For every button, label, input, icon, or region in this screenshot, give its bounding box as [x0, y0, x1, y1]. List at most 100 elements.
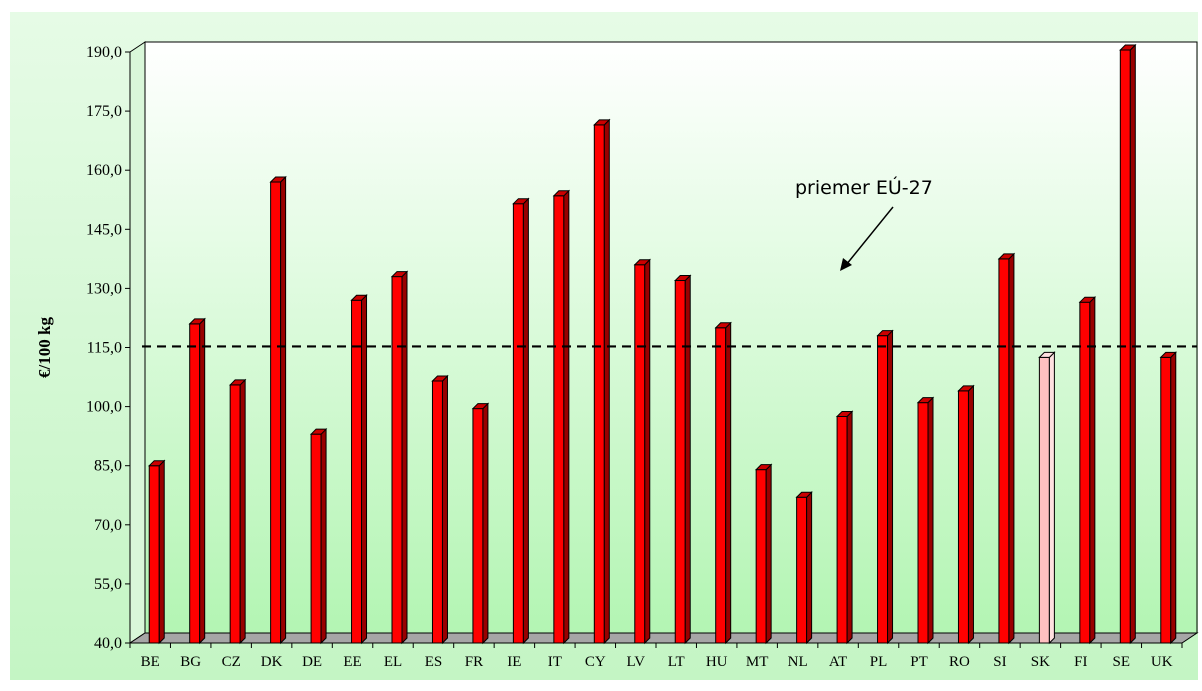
bar-top	[148, 460, 166, 467]
bar-front	[431, 380, 443, 644]
bar-side	[603, 118, 610, 645]
x-tick-label: IT	[548, 654, 562, 670]
bar-front	[634, 264, 646, 644]
plot-backdrop	[129, 41, 1198, 644]
bar-at	[835, 410, 854, 645]
y-tick-label: 40,0	[94, 635, 122, 652]
bar-dk	[269, 175, 287, 645]
x-tick-label: CZ	[222, 654, 241, 670]
bar-side	[725, 321, 732, 645]
bar-ee	[350, 294, 368, 645]
bar-series	[148, 43, 1177, 645]
x-tick-label: EE	[343, 654, 361, 670]
bar-lt	[674, 274, 692, 645]
x-tick-label: HU	[706, 654, 728, 670]
bar-front	[998, 258, 1010, 644]
bar-front	[148, 465, 160, 644]
bar-side	[967, 384, 974, 645]
bar-top	[431, 375, 449, 382]
bar-side	[1008, 252, 1015, 645]
bar-top	[552, 190, 571, 197]
y-axis-label: €/100 kg	[35, 317, 54, 378]
bar-cz	[228, 378, 247, 645]
bar-pl	[876, 329, 894, 645]
bar-side	[522, 197, 529, 645]
bar-front	[553, 195, 565, 644]
bar-front	[270, 181, 282, 644]
bar-side	[441, 374, 448, 645]
bar-top	[633, 259, 651, 266]
bar-top	[350, 294, 368, 301]
bar-top	[390, 271, 409, 278]
bar-ro	[957, 384, 975, 645]
x-tick-label: FI	[1074, 654, 1087, 670]
bar-de	[309, 427, 328, 645]
y-tick-label: 130,0	[86, 280, 122, 297]
bar-side	[887, 329, 894, 645]
bar-front	[1038, 356, 1050, 644]
bar-front	[512, 203, 524, 644]
x-tick-label: RO	[949, 654, 970, 670]
bar-front	[1079, 301, 1091, 644]
bar-side	[482, 402, 489, 645]
y-tick-label: 70,0	[94, 517, 122, 534]
bar-sk	[1038, 351, 1056, 645]
bar-top	[1078, 296, 1097, 303]
bar-top	[512, 198, 530, 205]
bar-side	[563, 189, 570, 645]
x-tick-label: SE	[1113, 654, 1131, 670]
bar-top	[795, 491, 813, 498]
bar-side	[644, 258, 651, 645]
bar-hu	[714, 321, 732, 645]
bar-side	[1170, 351, 1177, 645]
bar-side	[927, 396, 934, 645]
x-tick-label: SI	[993, 654, 1006, 670]
bar-top	[228, 379, 247, 386]
y-tick-label: 100,0	[86, 399, 122, 416]
bar-lv	[633, 258, 651, 645]
y-tick-label: 115,0	[87, 340, 122, 357]
annotation-arrowhead	[840, 258, 852, 271]
bar-fr	[471, 402, 490, 645]
bar-top	[1159, 351, 1177, 358]
annotation-group: priemer EÚ-27	[795, 175, 933, 271]
x-tick-label: PL	[870, 654, 888, 670]
x-tick-label: AT	[829, 654, 847, 670]
bar-side	[1048, 351, 1055, 645]
y-tick-label: 145,0	[86, 221, 122, 238]
bar-mt	[754, 463, 773, 645]
x-tick-label: MT	[746, 654, 769, 670]
x-tick-label: NL	[788, 654, 808, 670]
bar-se	[1119, 43, 1137, 645]
bar-top	[1119, 44, 1137, 51]
x-tick-label: UK	[1151, 654, 1173, 670]
bar-top	[916, 397, 935, 404]
bar-front	[472, 408, 484, 644]
annotation-arrow-line	[845, 206, 894, 266]
x-tick-label: IE	[507, 654, 521, 670]
bar-fi	[1078, 295, 1097, 645]
x-tick-label: DE	[302, 654, 322, 670]
bar-si	[997, 252, 1016, 645]
bar-top	[269, 176, 287, 183]
bar-side	[846, 410, 853, 645]
bar-pt	[916, 396, 935, 645]
bar-side	[280, 175, 287, 645]
bar-top	[309, 428, 328, 435]
bar-front	[715, 327, 727, 644]
bar-cy	[593, 118, 611, 645]
bar-top	[997, 253, 1016, 260]
bar-side	[1089, 295, 1096, 645]
bar-front	[877, 335, 889, 644]
y-axis: 40,0 55,0 70,0 85,0 100,0 115,0 130,0 145,0 160,…	[35, 44, 131, 652]
bar-ie	[512, 197, 530, 645]
bar-be	[148, 459, 166, 645]
y-tick-label: 55,0	[94, 576, 122, 593]
plot-side-wall	[129, 41, 146, 644]
bar-uk	[1159, 351, 1177, 645]
bar-front	[593, 124, 605, 644]
bar-front	[755, 469, 767, 644]
bar-side	[361, 294, 368, 645]
